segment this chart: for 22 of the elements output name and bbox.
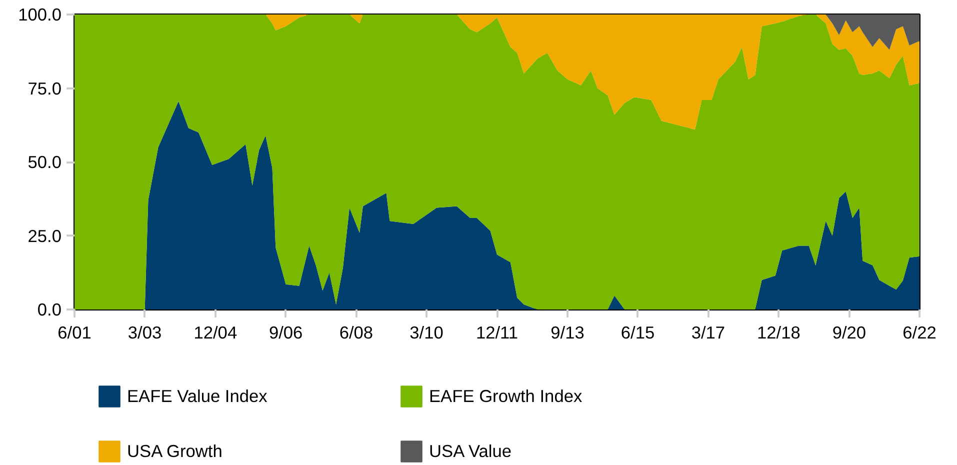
y-tick-label: 0.0 (37, 300, 62, 320)
x-tick-label: 6/22 (902, 322, 936, 342)
x-tick-label: 3/10 (410, 322, 444, 342)
x-tick-label: 6/15 (620, 322, 655, 342)
x-tick-label: 12/18 (757, 322, 800, 342)
y-tick-label: 50.0 (28, 152, 62, 172)
x-tick-label: 3/03 (128, 322, 162, 342)
x-tick-label: 3/17 (691, 322, 726, 342)
x-tick-label: 6/08 (339, 322, 374, 342)
x-tick-label: 12/11 (476, 322, 518, 342)
legend-label: EAFE Value Index (127, 386, 268, 406)
x-tick-label: 9/06 (268, 322, 303, 342)
x-tick-label: 12/04 (194, 322, 238, 342)
y-tick-label: 75.0 (28, 78, 62, 98)
x-tick-label: 9/20 (832, 322, 866, 342)
legend-label: EAFE Growth Index (429, 386, 584, 406)
legend-label: USA Value (429, 440, 513, 462)
legend-label: USA Growth (127, 440, 224, 462)
y-tick-label: 100.0 (18, 4, 62, 24)
x-tick-label: 6/01 (58, 322, 92, 342)
x-tick-label: 9/13 (550, 322, 584, 342)
y-tick-label: 25.0 (28, 226, 62, 246)
